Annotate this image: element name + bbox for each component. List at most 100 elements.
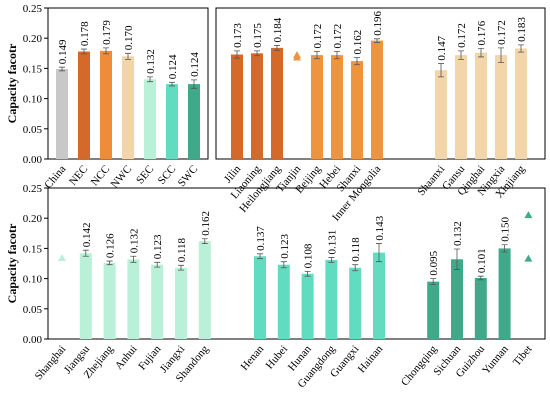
error-bar xyxy=(458,50,464,60)
bar xyxy=(427,281,440,339)
value-label: 0.118 xyxy=(176,237,188,262)
y-tick-label: 0.10 xyxy=(23,94,43,106)
y-tick-label: 0.25 xyxy=(23,3,43,15)
y-tick-label: 0.15 xyxy=(23,243,43,255)
bar xyxy=(254,256,266,339)
value-label: 0.172 xyxy=(312,24,324,49)
bar xyxy=(122,56,134,159)
error-bar xyxy=(257,253,263,260)
y-tick-label: 0.00 xyxy=(23,154,43,166)
value-label: 0.124 xyxy=(189,52,201,77)
value-label: 0.118 xyxy=(350,237,362,262)
error-bar xyxy=(154,261,161,268)
error-bar xyxy=(234,50,240,59)
bar xyxy=(127,259,140,339)
error-bar xyxy=(304,270,311,277)
bar xyxy=(79,253,92,339)
bar xyxy=(435,70,447,159)
value-label: 0.131 xyxy=(326,230,338,255)
value-label: 0.172 xyxy=(332,24,344,49)
value-label: 0.172 xyxy=(456,23,468,48)
error-bar xyxy=(191,79,197,89)
value-label: 0.132 xyxy=(452,221,464,246)
value-label: 0.196 xyxy=(372,11,384,36)
x-tick-label: Henan xyxy=(239,343,267,373)
bar xyxy=(455,55,467,159)
bar xyxy=(475,52,487,159)
error-bar xyxy=(328,257,335,263)
bar xyxy=(515,48,527,159)
x-tick-label: SEC xyxy=(134,163,156,186)
y-tick-label: 0.20 xyxy=(23,213,43,225)
bar xyxy=(100,50,112,159)
value-label: 0.150 xyxy=(500,217,512,242)
bar xyxy=(474,277,487,339)
bar xyxy=(331,55,343,159)
value-label: 0.175 xyxy=(252,23,264,48)
bar xyxy=(349,267,362,339)
triangle-marker xyxy=(524,211,533,219)
error-bar xyxy=(334,51,340,60)
bar xyxy=(311,55,323,159)
bar xyxy=(351,61,363,159)
value-label: 0.162 xyxy=(200,211,212,236)
bar xyxy=(56,69,68,159)
value-label: 0.143 xyxy=(374,215,386,240)
value-label: 0.132 xyxy=(145,49,157,74)
error-bar xyxy=(376,243,382,263)
error-bar xyxy=(254,50,260,57)
y-tick-label: 0.10 xyxy=(23,274,43,286)
error-bar xyxy=(274,45,280,51)
triangle-marker xyxy=(524,254,533,262)
value-label: 0.123 xyxy=(152,234,164,259)
error-bar xyxy=(130,255,137,263)
y-axis-label: Capacity facotr xyxy=(5,43,19,123)
x-tick-label: Anhui xyxy=(113,343,140,372)
bar xyxy=(451,259,463,339)
x-tick-label: SWC xyxy=(176,163,201,189)
x-tick-label: Hubei xyxy=(264,343,290,371)
error-bar xyxy=(59,66,65,72)
error-bar xyxy=(103,47,109,55)
y-tick-label: 0.25 xyxy=(23,183,43,195)
y-tick-label: 0.05 xyxy=(23,304,43,316)
error-bar xyxy=(354,57,360,66)
value-label: 0.101 xyxy=(476,248,488,273)
bar xyxy=(277,264,290,339)
value-label: 0.170 xyxy=(123,25,135,50)
value-label: 0.095 xyxy=(428,250,440,275)
bar xyxy=(251,53,263,159)
value-label: 0.149 xyxy=(57,39,69,64)
triangle-marker xyxy=(293,53,301,61)
value-label: 0.178 xyxy=(79,21,91,46)
plot-frame xyxy=(47,187,546,340)
value-label: 0.132 xyxy=(128,229,140,254)
error-bar xyxy=(477,275,484,281)
y-axis-label: Capacity facotr xyxy=(5,223,19,303)
error-bar xyxy=(430,278,437,286)
error-bar xyxy=(81,48,87,55)
value-label: 0.183 xyxy=(516,17,528,42)
y-tick-label: 0.00 xyxy=(23,334,43,346)
x-tick-label: Tibet xyxy=(511,343,535,368)
value-label: 0.124 xyxy=(167,54,179,79)
value-label: 0.147 xyxy=(436,35,448,60)
y-tick-label: 0.15 xyxy=(23,63,43,75)
error-bar xyxy=(82,249,89,257)
error-bar xyxy=(498,47,504,63)
error-bar xyxy=(106,260,113,266)
bar xyxy=(188,84,200,159)
x-tick-label: Hainan xyxy=(356,343,386,375)
bar xyxy=(371,40,383,160)
x-tick-label: NEC xyxy=(67,163,90,188)
value-label: 0.179 xyxy=(101,20,113,45)
value-label: 0.123 xyxy=(279,233,291,258)
bar xyxy=(175,267,187,339)
bar xyxy=(151,264,164,339)
value-label: 0.184 xyxy=(272,17,284,42)
value-label: 0.176 xyxy=(476,20,488,45)
bar xyxy=(231,54,243,160)
error-bar xyxy=(125,52,131,60)
bar xyxy=(301,273,314,339)
